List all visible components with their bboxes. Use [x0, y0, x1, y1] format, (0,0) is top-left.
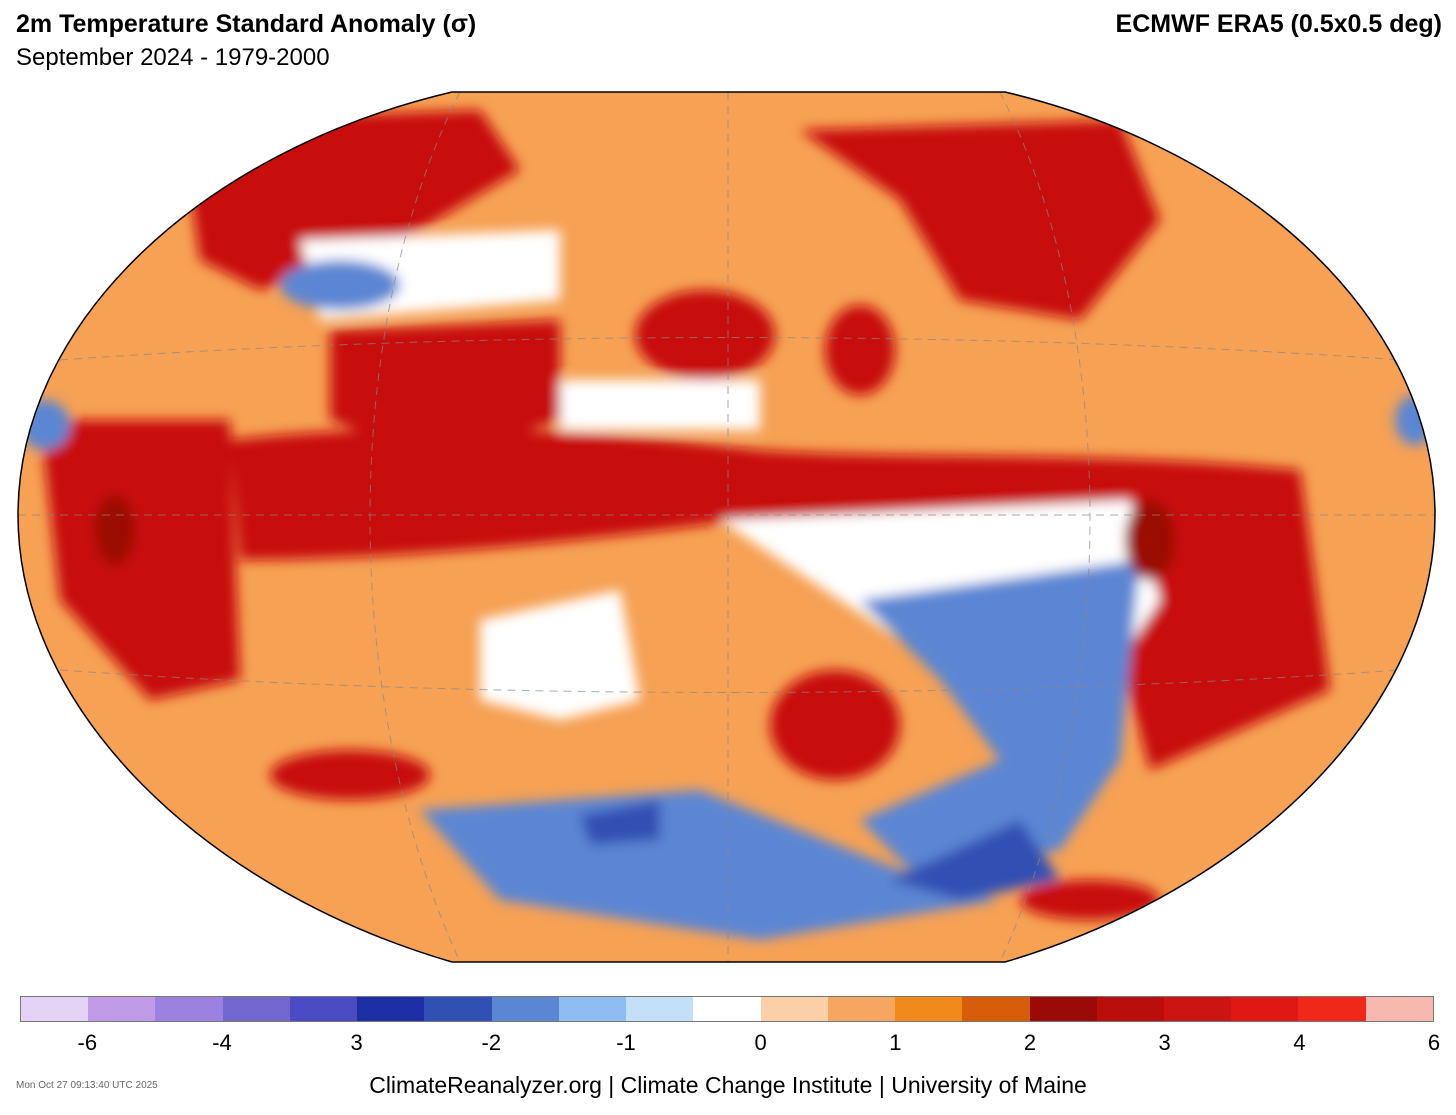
colorbar-bin	[491, 997, 559, 1021]
colorbar-tick-label: -2	[481, 1030, 502, 1055]
colorbar-bin	[424, 997, 492, 1021]
colorbar-tick-label: 3	[1158, 1030, 1171, 1055]
central-africa-extreme-hotspot	[95, 495, 135, 565]
north-atlantic-cool-cell	[1395, 395, 1435, 445]
west-africa-cool-cell	[20, 400, 70, 450]
colorbar-tick-label: -4	[212, 1030, 232, 1055]
colorbar-bin	[1163, 997, 1232, 1021]
colorbar-bin	[1096, 997, 1164, 1021]
colorbar-bin	[760, 997, 828, 1021]
colorbar-tick-label: 0	[754, 1030, 767, 1055]
credit-footer: ClimateReanalyzer.org | Climate Change I…	[369, 1072, 1087, 1098]
colorbar-tick-label: 1	[889, 1030, 902, 1055]
colorbar-bin	[88, 997, 156, 1021]
northeast-pacific-warm-cell	[825, 305, 895, 395]
colorbar-bin	[693, 997, 761, 1021]
map-title: 2m Temperature Standard Anomaly (σ)	[16, 10, 477, 38]
colorbar-bin	[962, 997, 1030, 1021]
ross-sea-cool-cell	[580, 800, 660, 845]
graticule-lines	[18, 92, 1435, 962]
colorbar-bin	[626, 997, 694, 1021]
south-asia-warm-region	[330, 320, 560, 460]
colorbar-tick-labels: -6 -4 3 -2 -1 0 1 2 3 4 6	[0, 1030, 1456, 1060]
north-pacific-warm-cell	[635, 290, 775, 380]
amazon-extreme-hotspot	[1125, 500, 1175, 580]
colorbar-tick-label: -6	[77, 1030, 98, 1055]
colorbar-bin	[558, 997, 627, 1021]
north-pacific-neutral-band	[560, 380, 760, 430]
colorbar-bin	[827, 997, 896, 1021]
colorbar-bin	[222, 997, 290, 1021]
south-pacific-warm-cell	[770, 670, 900, 780]
globe-outline	[17, 91, 1436, 963]
colorbar-tick-label: 2	[1023, 1030, 1037, 1055]
colorbar-bin	[357, 997, 425, 1021]
map-subtitle: September 2024 - 1979-2000	[16, 44, 330, 71]
colorbar-tick-label: 3	[350, 1030, 363, 1055]
south-atlantic-warm-cell	[1020, 880, 1160, 920]
render-timestamp: Mon Oct 27 09:13:40 UTC 2025	[16, 1080, 158, 1091]
colorbar-bin	[1298, 997, 1366, 1021]
colorbar-bin	[289, 997, 358, 1021]
southeast-pacific-cool-region	[860, 560, 1140, 880]
colorbar-bin	[1231, 997, 1299, 1021]
north-america-warm-region	[800, 120, 1160, 320]
colorbar-tick-label: 4	[1293, 1030, 1306, 1055]
data-source-label: ECMWF ERA5 (0.5x0.5 deg)	[1115, 10, 1442, 38]
colorbar-bin	[1365, 997, 1433, 1021]
colorbar-bin	[21, 997, 89, 1021]
southern-ocean-warm-cell	[270, 750, 430, 800]
colorbar-bin	[155, 997, 223, 1021]
equatorial-warm-band	[230, 429, 1300, 560]
africa-warm-region	[40, 420, 240, 700]
colorbar-tick-label: 6	[1427, 1030, 1441, 1055]
colorbar-tick-label: -1	[616, 1030, 636, 1055]
antarctic-strong-cool-cell	[890, 820, 1060, 900]
australia-neutral-area	[480, 590, 640, 720]
colorbar	[20, 996, 1434, 1022]
siberia-cool-cell	[280, 260, 400, 310]
colorbar-bin	[1029, 997, 1097, 1021]
antarctic-cool-region	[420, 790, 1000, 940]
colorbar-bin	[895, 997, 963, 1021]
